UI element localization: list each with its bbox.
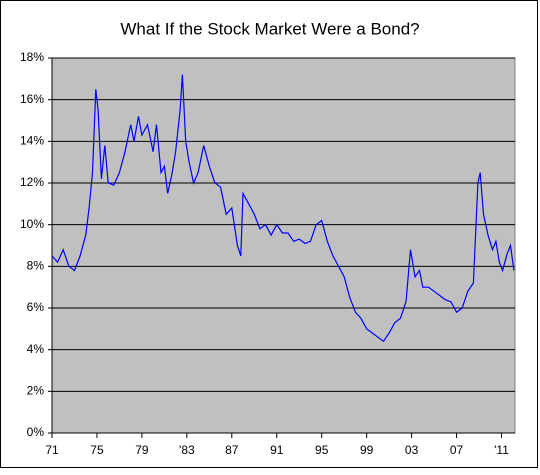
plot-area	[51, 57, 516, 434]
x-tick-label: 91	[270, 443, 284, 457]
y-tick-label: 6%	[27, 300, 45, 314]
chart-title: What If the Stock Market Were a Bond?	[120, 19, 419, 38]
x-tick-label: 75	[90, 443, 104, 457]
y-tick-label: 12%	[20, 175, 44, 189]
y-tick-label: 16%	[20, 92, 44, 106]
data-line	[51, 74, 515, 343]
x-tick-label: '83	[179, 443, 195, 457]
y-tick-label: 2%	[27, 384, 45, 398]
x-tick-label: 95	[315, 443, 329, 457]
x-tick-label: 03	[405, 443, 419, 457]
x-tick-label: 79	[135, 443, 149, 457]
y-tick-label: 10%	[20, 217, 44, 231]
x-tick-label: 07	[450, 443, 464, 457]
x-tick-label: 71	[45, 443, 59, 457]
y-tick-label: 18%	[20, 50, 44, 64]
y-tick-label: 0%	[27, 425, 45, 439]
x-tick-label: 99	[360, 443, 374, 457]
y-tick-label: 4%	[27, 342, 45, 356]
x-tick-label: 87	[225, 443, 239, 457]
y-tick-label: 8%	[27, 259, 45, 273]
y-tick-label: 14%	[20, 134, 44, 148]
x-tick-label: '11	[494, 443, 509, 457]
